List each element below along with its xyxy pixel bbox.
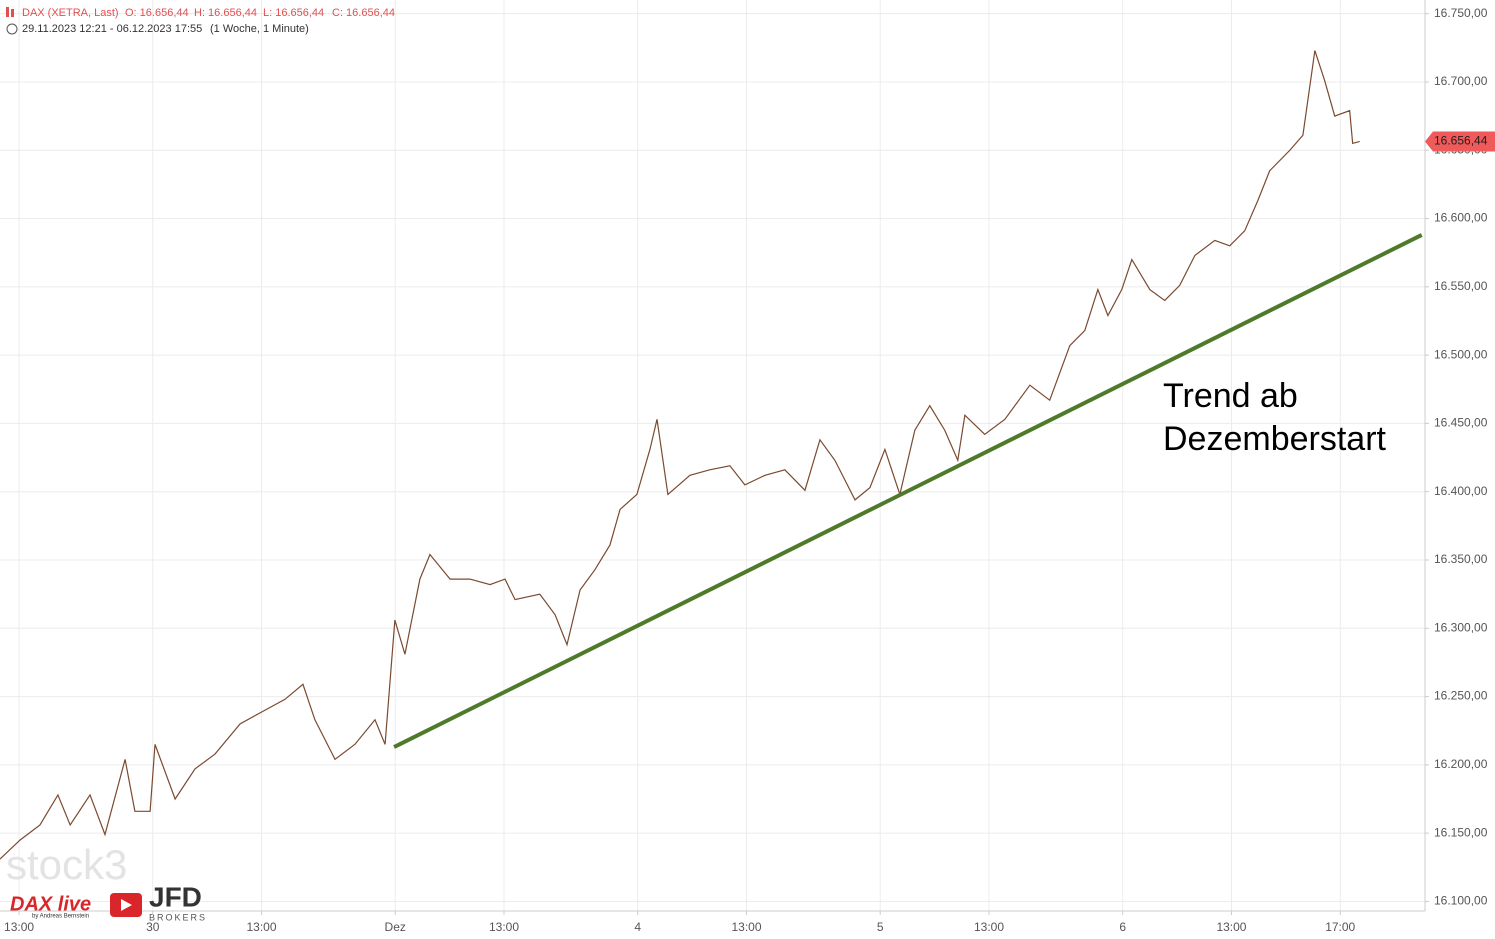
broker: JFD: [149, 881, 202, 912]
y-tick-label: 16.500,00: [1434, 347, 1488, 361]
x-tick-label: 13:00: [4, 920, 34, 934]
ohlc-value: C: 16.656,44: [332, 7, 395, 19]
last-price-label: 16.656,44: [1434, 134, 1488, 148]
period: (1 Woche, 1 Minute): [210, 23, 309, 35]
x-tick-label: 13:00: [489, 920, 519, 934]
title-icon: [6, 7, 9, 17]
title-icon: [11, 9, 14, 17]
watermark: stock3 DAX live by Andreas Bernstein JFD…: [6, 841, 207, 922]
x-tick-label: 6: [1119, 920, 1126, 934]
author: by Andreas Bernstein: [32, 914, 89, 920]
y-tick-label: 16.300,00: [1434, 620, 1488, 634]
show: DAX live: [10, 893, 91, 915]
ohlc-value: L: 16.656,44: [263, 7, 324, 19]
y-tick-label: 16.150,00: [1434, 825, 1488, 839]
ohlc-value: H: 16.656,44: [194, 7, 257, 19]
chart-title: DAX (XETRA, Last): [22, 7, 119, 19]
price-line: [0, 50, 1360, 860]
y-tick-label: 16.550,00: [1434, 279, 1488, 293]
y-tick-label: 16.350,00: [1434, 552, 1488, 566]
ohlc-value: O: 16.656,44: [125, 7, 189, 19]
y-tick-label: 16.250,00: [1434, 689, 1488, 703]
brand: stock3: [6, 841, 127, 888]
y-tick-label: 16.450,00: [1434, 416, 1488, 430]
play-icon: [121, 899, 132, 911]
y-tick-label: 16.600,00: [1434, 211, 1488, 225]
x-tick-label: 5: [877, 920, 884, 934]
broker-sub: BROKERS: [149, 912, 207, 922]
annotation: Dezemberstart: [1163, 420, 1387, 458]
header: DAX (XETRA, Last) 29.11.2023 12:21 - 06.…: [6, 7, 309, 35]
grid: [0, 0, 1425, 911]
x-tick-label: 30: [146, 920, 160, 934]
y-tick-label: 16.100,00: [1434, 894, 1488, 908]
last-price-tag: [1425, 131, 1495, 152]
x-tick-label: 17:00: [1325, 920, 1355, 934]
x-tick-label: Dez: [385, 920, 406, 934]
trend-line: [393, 233, 1423, 749]
subtitle: 29.11.2023 12:21 - 06.12.2023 17:55: [22, 23, 202, 35]
y-tick-label: 16.750,00: [1434, 6, 1488, 20]
y-tick-label: 16.700,00: [1434, 74, 1488, 88]
x-tick-label: 13:00: [974, 920, 1004, 934]
y-tick-label: 16.200,00: [1434, 757, 1488, 771]
annotation: Trend ab: [1163, 377, 1298, 415]
x-tick-label: 13:00: [1216, 920, 1246, 934]
x-tick-label: 4: [634, 920, 641, 934]
clock-icon: [6, 23, 18, 35]
x-tick-label: 13:00: [247, 920, 277, 934]
x-tick-label: 13:00: [731, 920, 761, 934]
y-tick-label: 16.400,00: [1434, 484, 1488, 498]
